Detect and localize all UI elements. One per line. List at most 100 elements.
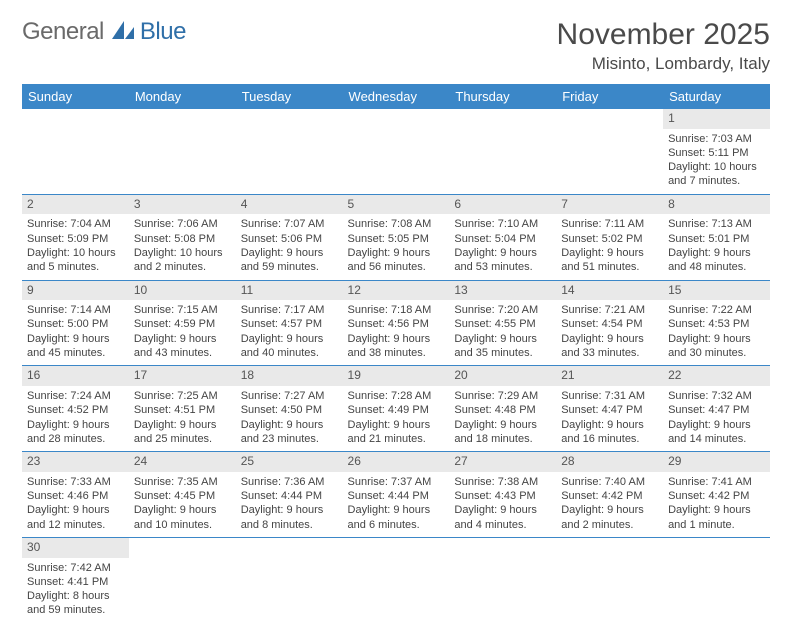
day-number-cell bbox=[129, 537, 236, 557]
day-number-cell: 20 bbox=[449, 366, 556, 386]
day-number-row: 9101112131415 bbox=[22, 280, 770, 300]
day-number-cell bbox=[22, 109, 129, 129]
week-row: Sunrise: 7:42 AMSunset: 4:41 PMDaylight:… bbox=[22, 558, 770, 623]
sunrise-line: Sunrise: 7:36 AM bbox=[241, 475, 338, 489]
empty-cell bbox=[22, 129, 129, 195]
sunrise-line: Sunrise: 7:37 AM bbox=[348, 475, 445, 489]
daylight-line: Daylight: 9 hours and 38 minutes. bbox=[348, 332, 445, 361]
week-row: Sunrise: 7:14 AMSunset: 5:00 PMDaylight:… bbox=[22, 300, 770, 366]
day-number-cell: 23 bbox=[22, 452, 129, 472]
day-cell: Sunrise: 7:31 AMSunset: 4:47 PMDaylight:… bbox=[556, 386, 663, 452]
day-cell: Sunrise: 7:10 AMSunset: 5:04 PMDaylight:… bbox=[449, 214, 556, 280]
day-number-cell: 16 bbox=[22, 366, 129, 386]
day-number-cell: 21 bbox=[556, 366, 663, 386]
sunrise-line: Sunrise: 7:24 AM bbox=[27, 389, 124, 403]
sunset-line: Sunset: 5:11 PM bbox=[668, 146, 765, 160]
day-number-cell: 12 bbox=[343, 280, 450, 300]
sail-icon bbox=[110, 19, 136, 46]
day-number-cell: 27 bbox=[449, 452, 556, 472]
logo-text-blue: Blue bbox=[140, 18, 186, 46]
sunset-line: Sunset: 5:08 PM bbox=[134, 232, 231, 246]
sunrise-line: Sunrise: 7:17 AM bbox=[241, 303, 338, 317]
daylight-line: Daylight: 9 hours and 6 minutes. bbox=[348, 503, 445, 532]
day-cell: Sunrise: 7:25 AMSunset: 4:51 PMDaylight:… bbox=[129, 386, 236, 452]
day-cell: Sunrise: 7:06 AMSunset: 5:08 PMDaylight:… bbox=[129, 214, 236, 280]
day-cell: Sunrise: 7:03 AMSunset: 5:11 PMDaylight:… bbox=[663, 129, 770, 195]
sunset-line: Sunset: 4:41 PM bbox=[27, 575, 124, 589]
sunrise-line: Sunrise: 7:25 AM bbox=[134, 389, 231, 403]
header: General Blue November 2025 Misinto, Lomb… bbox=[22, 18, 770, 74]
daylight-line: Daylight: 9 hours and 10 minutes. bbox=[134, 503, 231, 532]
sunset-line: Sunset: 4:56 PM bbox=[348, 317, 445, 331]
week-row: Sunrise: 7:04 AMSunset: 5:09 PMDaylight:… bbox=[22, 214, 770, 280]
daylight-line: Daylight: 9 hours and 28 minutes. bbox=[27, 418, 124, 447]
sunset-line: Sunset: 4:59 PM bbox=[134, 317, 231, 331]
day-number-cell: 6 bbox=[449, 194, 556, 214]
day-number-cell: 25 bbox=[236, 452, 343, 472]
daylight-line: Daylight: 9 hours and 16 minutes. bbox=[561, 418, 658, 447]
sunrise-line: Sunrise: 7:08 AM bbox=[348, 217, 445, 231]
day-header: Wednesday bbox=[343, 84, 450, 109]
sunset-line: Sunset: 4:47 PM bbox=[668, 403, 765, 417]
day-number-cell: 5 bbox=[343, 194, 450, 214]
daylight-line: Daylight: 9 hours and 35 minutes. bbox=[454, 332, 551, 361]
day-cell: Sunrise: 7:07 AMSunset: 5:06 PMDaylight:… bbox=[236, 214, 343, 280]
day-number-cell: 14 bbox=[556, 280, 663, 300]
day-number-cell: 28 bbox=[556, 452, 663, 472]
sunrise-line: Sunrise: 7:41 AM bbox=[668, 475, 765, 489]
daylight-line: Daylight: 10 hours and 2 minutes. bbox=[134, 246, 231, 275]
empty-cell bbox=[343, 558, 450, 623]
day-number-cell: 9 bbox=[22, 280, 129, 300]
logo: General Blue bbox=[22, 18, 186, 46]
empty-cell bbox=[236, 558, 343, 623]
sunrise-line: Sunrise: 7:11 AM bbox=[561, 217, 658, 231]
sunrise-line: Sunrise: 7:28 AM bbox=[348, 389, 445, 403]
daylight-line: Daylight: 8 hours and 59 minutes. bbox=[27, 589, 124, 618]
day-number-cell: 17 bbox=[129, 366, 236, 386]
sunrise-line: Sunrise: 7:20 AM bbox=[454, 303, 551, 317]
sunset-line: Sunset: 4:49 PM bbox=[348, 403, 445, 417]
daylight-line: Daylight: 9 hours and 56 minutes. bbox=[348, 246, 445, 275]
day-number-row: 30 bbox=[22, 537, 770, 557]
day-number-cell bbox=[663, 537, 770, 557]
sunrise-line: Sunrise: 7:06 AM bbox=[134, 217, 231, 231]
sunrise-line: Sunrise: 7:31 AM bbox=[561, 389, 658, 403]
empty-cell bbox=[556, 129, 663, 195]
day-number-cell: 1 bbox=[663, 109, 770, 129]
sunrise-line: Sunrise: 7:40 AM bbox=[561, 475, 658, 489]
day-cell: Sunrise: 7:20 AMSunset: 4:55 PMDaylight:… bbox=[449, 300, 556, 366]
day-cell: Sunrise: 7:14 AMSunset: 5:00 PMDaylight:… bbox=[22, 300, 129, 366]
sunrise-line: Sunrise: 7:21 AM bbox=[561, 303, 658, 317]
day-cell: Sunrise: 7:11 AMSunset: 5:02 PMDaylight:… bbox=[556, 214, 663, 280]
day-cell: Sunrise: 7:04 AMSunset: 5:09 PMDaylight:… bbox=[22, 214, 129, 280]
daylight-line: Daylight: 9 hours and 14 minutes. bbox=[668, 418, 765, 447]
sunset-line: Sunset: 5:04 PM bbox=[454, 232, 551, 246]
day-number-cell: 30 bbox=[22, 537, 129, 557]
empty-cell bbox=[343, 129, 450, 195]
sunset-line: Sunset: 4:45 PM bbox=[134, 489, 231, 503]
daylight-line: Daylight: 9 hours and 23 minutes. bbox=[241, 418, 338, 447]
sunrise-line: Sunrise: 7:18 AM bbox=[348, 303, 445, 317]
day-cell: Sunrise: 7:40 AMSunset: 4:42 PMDaylight:… bbox=[556, 472, 663, 538]
location: Misinto, Lombardy, Italy bbox=[557, 54, 770, 74]
daylight-line: Daylight: 9 hours and 59 minutes. bbox=[241, 246, 338, 275]
month-title: November 2025 bbox=[557, 18, 770, 52]
day-number-cell: 7 bbox=[556, 194, 663, 214]
day-cell: Sunrise: 7:15 AMSunset: 4:59 PMDaylight:… bbox=[129, 300, 236, 366]
day-number-row: 23242526272829 bbox=[22, 452, 770, 472]
day-header: Thursday bbox=[449, 84, 556, 109]
day-number-cell: 29 bbox=[663, 452, 770, 472]
day-number-row: 16171819202122 bbox=[22, 366, 770, 386]
day-number-cell bbox=[343, 109, 450, 129]
day-header-row: Sunday Monday Tuesday Wednesday Thursday… bbox=[22, 84, 770, 109]
empty-cell bbox=[236, 129, 343, 195]
day-number-cell: 3 bbox=[129, 194, 236, 214]
sunrise-line: Sunrise: 7:27 AM bbox=[241, 389, 338, 403]
empty-cell bbox=[449, 129, 556, 195]
day-cell: Sunrise: 7:29 AMSunset: 4:48 PMDaylight:… bbox=[449, 386, 556, 452]
day-cell: Sunrise: 7:37 AMSunset: 4:44 PMDaylight:… bbox=[343, 472, 450, 538]
daylight-line: Daylight: 9 hours and 18 minutes. bbox=[454, 418, 551, 447]
sunset-line: Sunset: 4:44 PM bbox=[241, 489, 338, 503]
sunset-line: Sunset: 4:52 PM bbox=[27, 403, 124, 417]
sunset-line: Sunset: 4:54 PM bbox=[561, 317, 658, 331]
